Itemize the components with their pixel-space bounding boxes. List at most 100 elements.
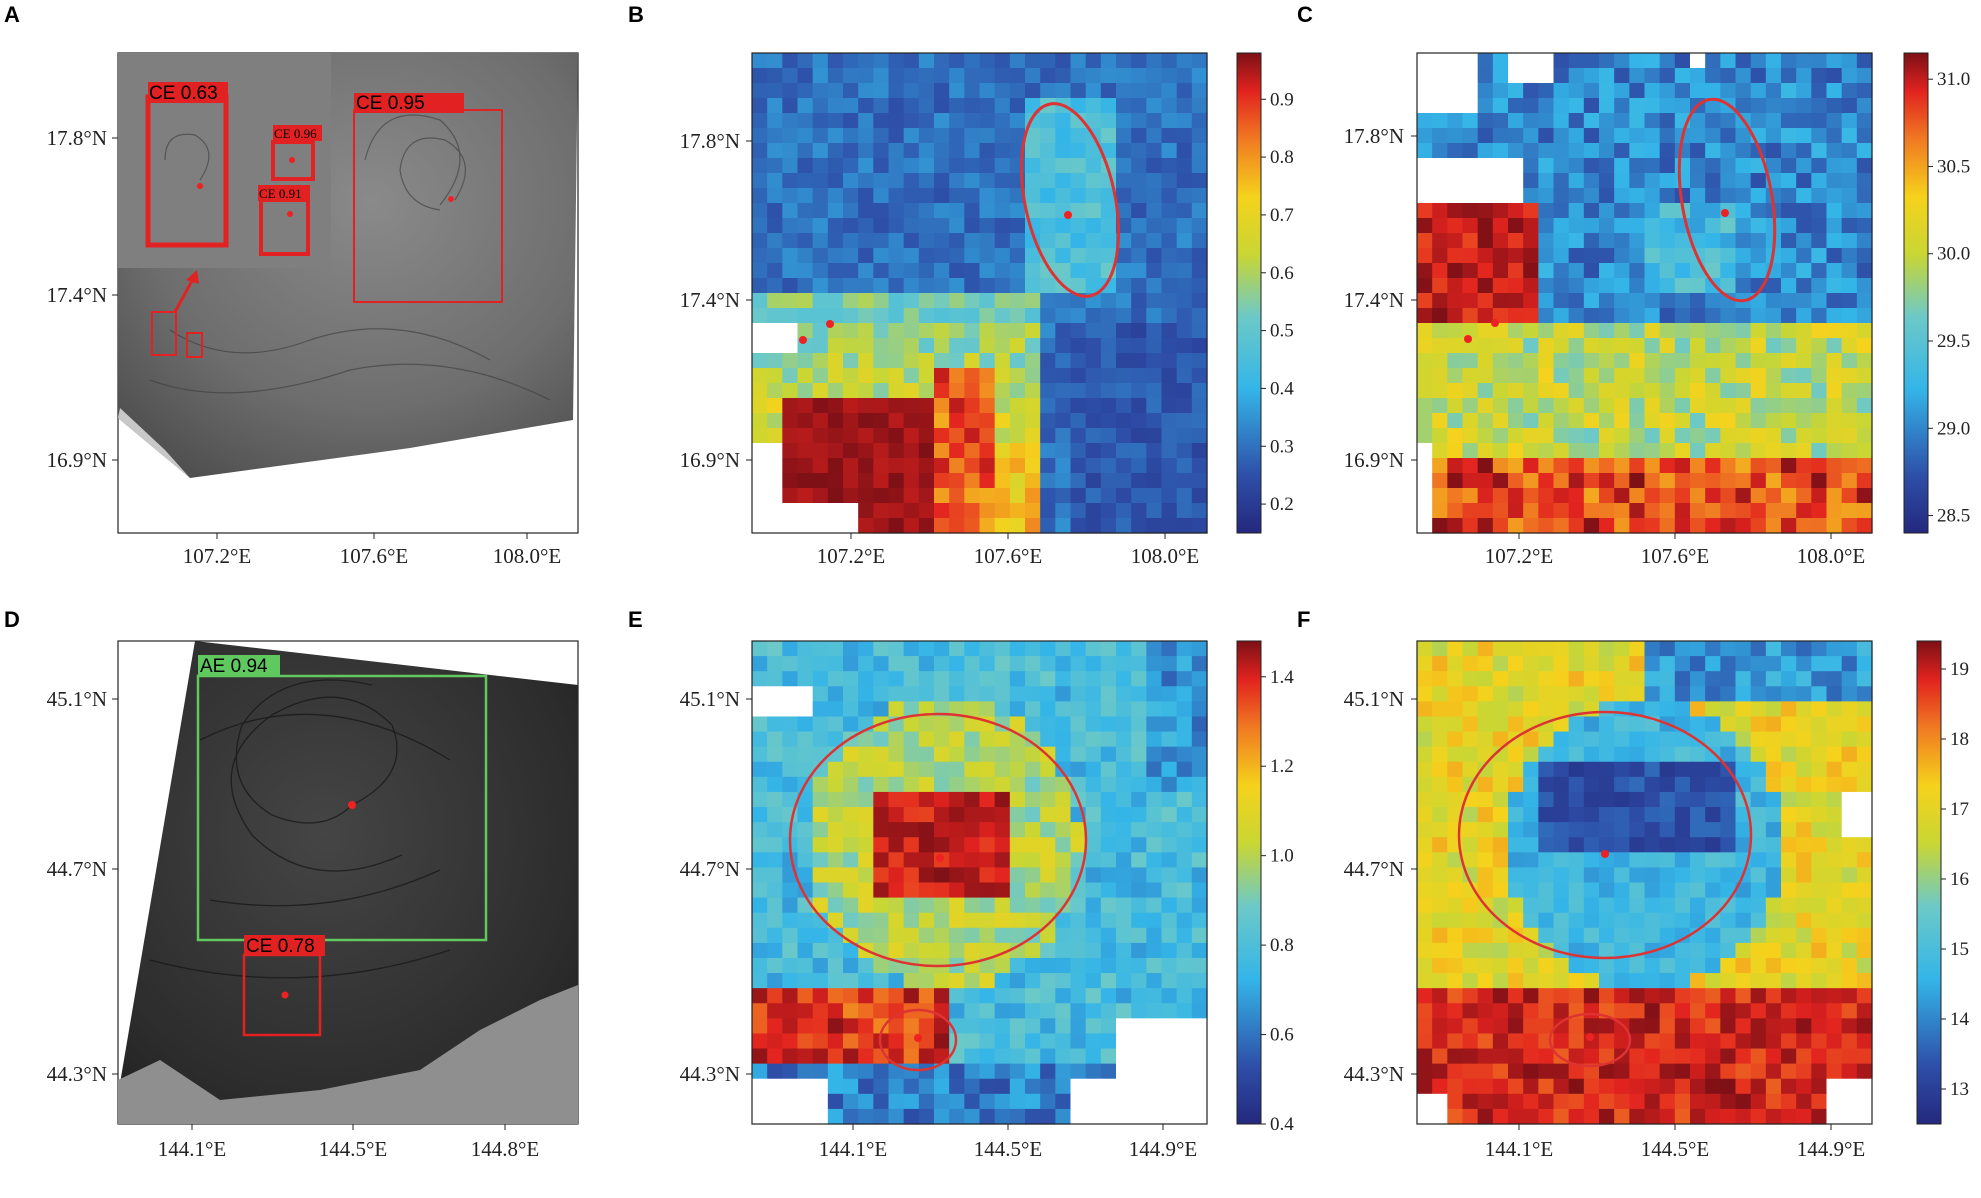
heatmap-cell <box>1191 218 1208 234</box>
heatmap-cell <box>1538 428 1555 444</box>
heatmap-cell <box>752 641 768 657</box>
heatmap-cell <box>1146 158 1163 174</box>
heatmap-cell <box>1796 1093 1812 1110</box>
heatmap-cell <box>1085 308 1102 324</box>
heatmap-cell <box>1614 128 1630 144</box>
heatmap-cell <box>1492 656 1509 672</box>
heatmap-cell <box>1659 53 1676 69</box>
heatmap-cell <box>1705 413 1721 429</box>
heatmap-cell <box>994 822 1011 838</box>
heatmap-cell <box>1161 113 1178 129</box>
heatmap-cell <box>1659 1108 1676 1125</box>
heatmap-cell <box>1674 1078 1691 1095</box>
heatmap-cell <box>1009 1063 1026 1080</box>
heatmap-cell <box>1690 852 1706 868</box>
heatmap-cell <box>1176 807 1193 823</box>
heatmap-cell <box>767 413 783 429</box>
heatmap-cell <box>1116 473 1132 489</box>
heatmap-cell <box>1161 338 1178 354</box>
heatmap-cell <box>1583 188 1600 204</box>
heatmap-cell <box>1796 443 1812 459</box>
heatmap-cell <box>1568 488 1585 504</box>
heatmap-cell <box>1523 1048 1539 1065</box>
heatmap-cell <box>1735 671 1752 687</box>
heatmap-cell <box>1100 882 1117 899</box>
heatmap-cell <box>812 488 829 504</box>
heatmap-cell <box>812 807 829 823</box>
heatmap-cell <box>1055 68 1072 84</box>
heatmap-cell <box>1477 233 1494 249</box>
heatmap-cell <box>994 443 1011 459</box>
heatmap-cell <box>1432 473 1448 489</box>
heatmap-cell <box>1161 912 1178 929</box>
heatmap-cell <box>1553 503 1570 519</box>
heatmap-cell <box>1826 503 1843 519</box>
heatmap-cell <box>858 473 874 489</box>
heatmap-cell <box>1417 353 1433 369</box>
heatmap-cell <box>1659 791 1676 808</box>
heatmap-cell <box>1811 942 1828 959</box>
heatmap-cell <box>1659 323 1676 339</box>
heatmap-cell <box>934 686 950 702</box>
heatmap-cell <box>1811 1078 1828 1095</box>
heatmap-cell <box>888 867 905 884</box>
heatmap-cell <box>1674 927 1691 944</box>
heatmap-cell <box>888 1033 905 1050</box>
heatmap-cell <box>1191 656 1208 672</box>
heatmap-cell <box>1447 1048 1464 1065</box>
heatmap-cell <box>1674 822 1691 838</box>
heatmap-cell <box>782 158 799 174</box>
heatmap-cell <box>1644 68 1661 84</box>
heatmap-cell <box>1447 458 1464 474</box>
heatmap-cell <box>979 248 996 264</box>
heatmap-cell <box>1781 293 1797 309</box>
heatmap-cell <box>827 973 844 989</box>
heatmap-cell <box>1523 368 1539 384</box>
heatmap-cell <box>1765 641 1782 657</box>
heatmap-cell <box>797 68 814 84</box>
heatmap-cell <box>1614 53 1630 69</box>
heatmap-cell <box>1009 988 1026 1004</box>
heatmap-cell <box>1176 1003 1193 1019</box>
heatmap-cell <box>1176 867 1193 884</box>
heatmap-cell <box>1161 746 1178 763</box>
heatmap-cell <box>1811 518 1828 534</box>
heatmap-cell <box>1553 912 1570 929</box>
heatmap-cell <box>767 912 783 929</box>
heatmap-cell <box>979 746 996 763</box>
heatmap-cell <box>1432 701 1448 718</box>
heatmap-cell <box>1432 248 1448 264</box>
heatmap-cell <box>1826 641 1843 657</box>
heatmap-cell <box>767 323 783 339</box>
heatmap-cell <box>994 791 1011 808</box>
heatmap-cell <box>873 488 890 504</box>
heatmap-cell <box>1070 323 1087 339</box>
heatmap-cell <box>949 368 965 384</box>
eddy-center <box>1601 850 1609 858</box>
heatmap-cell <box>1826 398 1843 414</box>
heatmap-cell <box>1705 398 1721 414</box>
heatmap-cell <box>1674 1003 1691 1019</box>
heatmap-cell <box>1462 927 1479 944</box>
heatmap-cell <box>1009 686 1026 702</box>
eddy-center <box>281 991 289 999</box>
heatmap-cell <box>1599 293 1615 309</box>
heatmap-cell <box>1131 488 1147 504</box>
heatmap-cell <box>1447 398 1464 414</box>
heatmap-cell <box>1131 383 1147 399</box>
heatmap-cell <box>1432 488 1448 504</box>
heatmap-cell <box>767 518 783 534</box>
heatmap-cell <box>1009 338 1026 354</box>
heatmap-cell <box>1176 128 1193 144</box>
heatmap-cell <box>1614 203 1630 219</box>
heatmap-cell <box>1553 68 1570 84</box>
heatmap-cell <box>1100 822 1117 838</box>
heatmap-cell <box>1191 701 1208 718</box>
heatmap-cell <box>1705 822 1721 838</box>
heatmap-cell <box>1629 368 1646 384</box>
heatmap-cell <box>1176 488 1193 504</box>
heatmap-cell <box>782 473 799 489</box>
small-box-2 <box>186 332 203 358</box>
heatmap-cell <box>1432 263 1448 279</box>
heatmap-cell <box>767 173 783 189</box>
